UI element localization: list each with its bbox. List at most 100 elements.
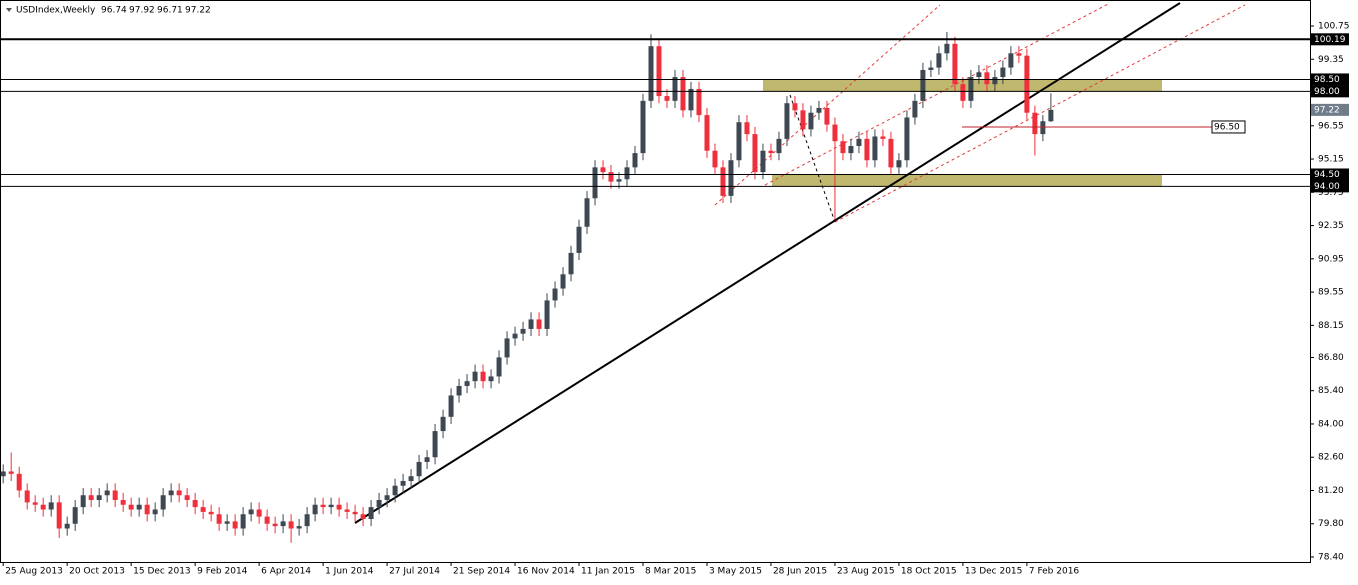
overlay: 100.19 98.50 98.00 94.50 94.00 96.50 97.22 [0, 33, 1349, 193]
channel-line [834, 4, 1246, 223]
candle-body [296, 526, 302, 529]
candle-body [472, 371, 478, 382]
candle-body [16, 473, 22, 491]
candle-body [744, 122, 750, 135]
candle-body [376, 499, 382, 508]
candle-body [1008, 53, 1014, 68]
ohlc-open: 96.74 [101, 6, 127, 16]
candle-body [648, 46, 654, 101]
candle-body [32, 502, 38, 505]
x-tick-label: 11 Jan 2015 [581, 567, 635, 577]
candle-body [808, 112, 814, 130]
x-tick-label: 23 Aug 2015 [837, 567, 895, 577]
candle-body [912, 100, 918, 118]
candle-body [264, 516, 270, 524]
candle-body [312, 504, 318, 515]
candle-body [568, 252, 574, 275]
level-label-box [1311, 180, 1349, 193]
candle-body [864, 138, 870, 161]
projection-line [789, 94, 836, 223]
collapse-icon[interactable] [6, 8, 12, 12]
x-tick-label: 21 Sep 2014 [453, 567, 510, 577]
candle-body [392, 485, 398, 496]
candle-body [696, 88, 702, 116]
candle-body [272, 523, 278, 527]
candle-body [496, 357, 502, 377]
candle-body [792, 103, 798, 111]
candle-body [304, 514, 310, 527]
candle-body [560, 274, 566, 289]
candle-body [192, 499, 198, 508]
last-price-label: 97.22 [1314, 105, 1340, 115]
candle-body [424, 457, 430, 462]
candle-body [760, 150, 766, 173]
y-tick-label: 100.75 [1318, 21, 1350, 31]
candle-body [656, 46, 662, 97]
x-tick-label: 7 Feb 2016 [1029, 567, 1080, 577]
candle-body [80, 495, 86, 508]
candle-body [320, 504, 326, 508]
candle-body [1016, 53, 1022, 56]
candle-body [600, 167, 606, 173]
y-tick-label: 85.40 [1318, 386, 1344, 396]
level-label: 94.00 [1314, 182, 1340, 192]
x-tick-label: 9 Feb 2014 [197, 567, 248, 577]
candle-body [120, 499, 126, 505]
candle-body [824, 107, 830, 125]
candle-body [552, 288, 558, 301]
candle-body [488, 376, 494, 382]
candle-body [704, 115, 710, 151]
candle-body [136, 504, 142, 510]
level-label: 98.00 [1314, 87, 1340, 97]
channel-line [764, 2, 1111, 186]
candle-body [832, 124, 838, 142]
candle-body [960, 84, 966, 101]
candle-body [152, 509, 158, 515]
level-label: 94.50 [1314, 170, 1340, 180]
candle-body [736, 122, 742, 161]
level-label-box [1311, 85, 1349, 98]
candle-body [96, 495, 102, 500]
x-tick-label: 8 Mar 2015 [645, 567, 696, 577]
candle-body [408, 476, 414, 481]
y-tick-label: 99.35 [1318, 55, 1344, 65]
candle-body [248, 509, 254, 515]
candle-body [288, 521, 294, 529]
candle-body [72, 507, 78, 524]
candle-body [1040, 121, 1046, 135]
y-tick-label: 92.35 [1318, 221, 1344, 231]
candle-body [56, 502, 62, 529]
candle-body [0, 471, 6, 477]
candle-body [208, 511, 214, 515]
candle-body [40, 504, 46, 510]
candle-body [440, 416, 446, 432]
candle-body [328, 504, 334, 508]
candle-body [1024, 55, 1030, 113]
candle-body [816, 107, 822, 113]
candle-body [784, 103, 790, 139]
candle-body [536, 319, 542, 329]
x-tick-label: 6 Apr 2014 [261, 567, 311, 577]
candle-body [176, 490, 182, 496]
chart-title: USDIndex,Weekly [16, 6, 96, 16]
x-tick-label: 16 Nov 2014 [517, 567, 575, 577]
candle-body [464, 381, 470, 386]
x-tick-label: 18 Oct 2015 [901, 567, 957, 577]
candle-body [976, 72, 982, 78]
candle-body [520, 328, 526, 334]
x-tick-label: 27 Jul 2014 [389, 567, 440, 577]
candle-body [776, 138, 782, 154]
candle-body [384, 495, 390, 500]
candle-body [840, 141, 846, 154]
candle-body [416, 461, 422, 477]
candle-body [896, 160, 902, 168]
candle-body [128, 504, 134, 510]
candle-body [1048, 109, 1054, 122]
candle-body [24, 490, 30, 503]
candle-body [528, 319, 534, 329]
y-tick-label: 86.80 [1318, 353, 1344, 363]
y-tick-label: 90.95 [1318, 254, 1344, 264]
ohlc-high: 97.92 [129, 6, 155, 16]
candle-body [160, 495, 166, 510]
